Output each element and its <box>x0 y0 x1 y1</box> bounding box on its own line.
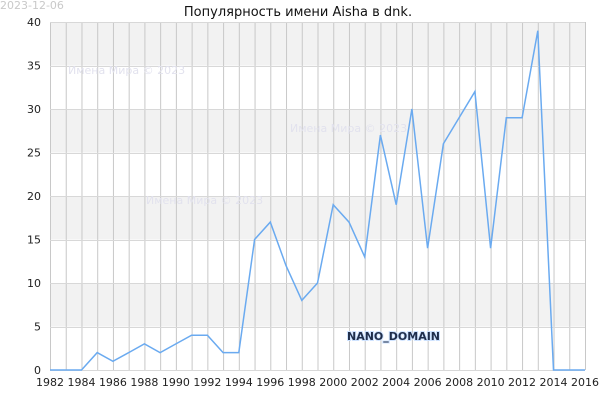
watermark: Имена Мира © 2023 <box>290 122 407 135</box>
x-tick-label: 2002 <box>351 376 379 389</box>
x-tick-label: 2016 <box>571 376 599 389</box>
y-tick-label: 15 <box>27 234 41 247</box>
x-tick-label: 1990 <box>162 376 190 389</box>
x-axis-tick-labels: 1982 1984 1986 1988 1990 1992 1994 1996 1998 2000… <box>36 376 599 389</box>
y-tick-label: 35 <box>27 60 41 73</box>
date-stamp: 2023-12-06 <box>0 0 64 12</box>
y-tick-label: 0 <box>34 364 41 377</box>
x-tick-label: 2010 <box>477 376 505 389</box>
y-axis-tick-labels: 0 5 10 15 20 25 30 35 40 <box>27 16 41 377</box>
x-tick-label: 2008 <box>445 376 473 389</box>
x-tick-label: 1996 <box>256 376 284 389</box>
y-tick-label: 20 <box>27 190 41 203</box>
x-tick-label: 2014 <box>540 376 568 389</box>
watermark: Имена Мира © 2023 <box>68 64 185 77</box>
x-tick-label: 2000 <box>319 376 347 389</box>
x-tick-label: 1982 <box>36 376 64 389</box>
x-tick-label: 1998 <box>288 376 316 389</box>
x-tick-label: 2004 <box>382 376 410 389</box>
x-tick-label: 1994 <box>225 376 253 389</box>
x-tick-label: 1986 <box>99 376 127 389</box>
x-tick-label: 2006 <box>414 376 442 389</box>
brand-label: NANO_DOMAIN <box>347 330 440 343</box>
x-tick-label: 2012 <box>508 376 536 389</box>
x-tick-label: 1984 <box>67 376 95 389</box>
x-tick-label: 1992 <box>193 376 221 389</box>
x-tick-label: 1988 <box>130 376 158 389</box>
y-tick-label: 10 <box>27 277 41 290</box>
watermark: Имена Мира © 2023 <box>146 194 263 207</box>
chart-title: Популярность имени Aisha в dnk. <box>184 5 412 20</box>
y-tick-label: 5 <box>34 321 41 334</box>
y-tick-label: 30 <box>27 103 41 116</box>
y-tick-label: 25 <box>27 147 41 160</box>
y-tick-label: 40 <box>27 16 41 29</box>
series-line <box>50 30 585 371</box>
